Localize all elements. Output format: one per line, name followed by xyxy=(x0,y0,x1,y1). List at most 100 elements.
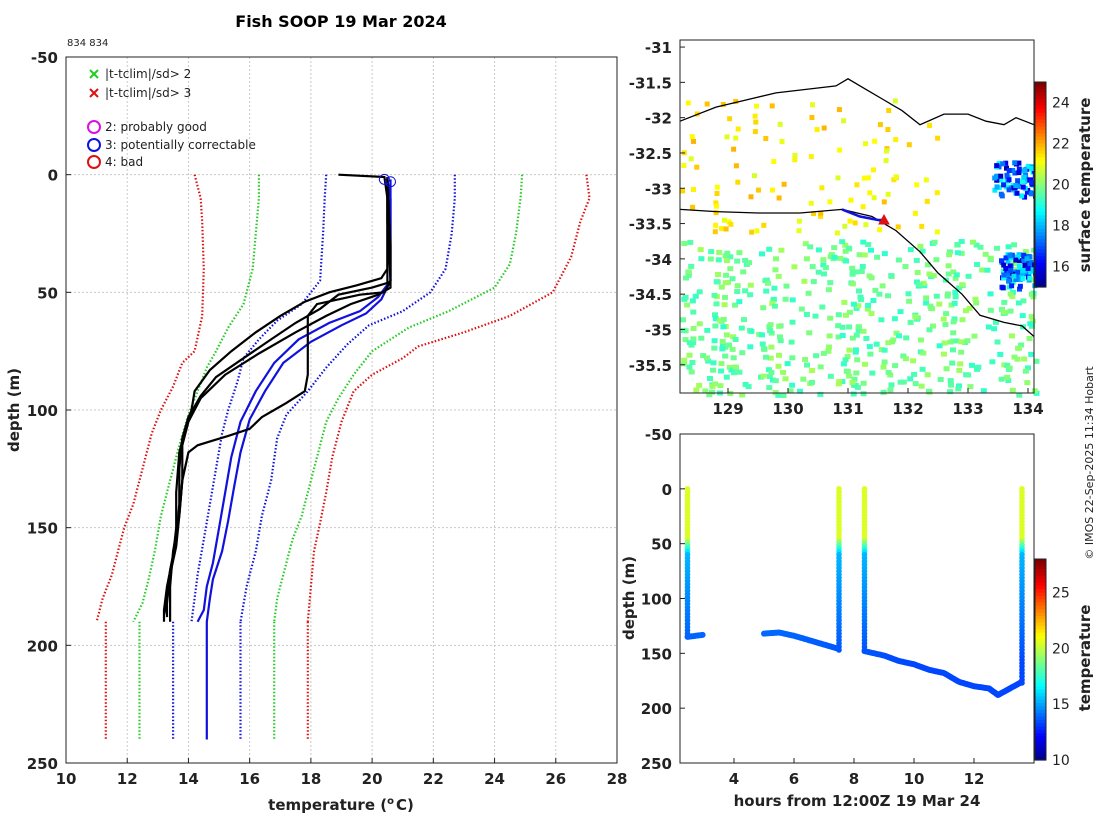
track-end-marker xyxy=(878,214,890,225)
sst-cell xyxy=(727,254,734,260)
x-tick-label: 129 xyxy=(712,400,743,418)
sst-cell xyxy=(752,173,757,179)
colorbar-segment xyxy=(1035,672,1046,677)
sst-cell xyxy=(733,163,739,169)
sst-cell xyxy=(1001,182,1007,188)
colorbar-segment xyxy=(1035,246,1046,250)
x-tick-label: 12 xyxy=(964,770,985,788)
sst-cell xyxy=(681,357,688,363)
sst-cell xyxy=(887,387,894,393)
sst-cell xyxy=(860,380,867,386)
sst-cell xyxy=(873,341,880,347)
section-point xyxy=(834,645,841,652)
sst-cell xyxy=(802,241,809,247)
sst-cell xyxy=(911,371,918,377)
sst-cell xyxy=(946,252,953,258)
colorbar-tick-label: 22 xyxy=(1052,137,1070,153)
sst-cell xyxy=(722,353,729,359)
sst-cell xyxy=(856,252,863,258)
sst-cell xyxy=(1009,283,1015,289)
sst-cell xyxy=(694,164,700,170)
sst-cell xyxy=(1007,253,1013,259)
sst-cell xyxy=(965,372,972,378)
sst-cell xyxy=(994,163,1000,169)
colorbar-segment xyxy=(1035,649,1046,654)
sst-cell xyxy=(722,217,727,223)
sst-cell xyxy=(855,303,862,309)
colorbar-segment xyxy=(1035,160,1046,165)
sst-cell xyxy=(704,101,710,107)
sst-cell xyxy=(765,280,771,286)
colorbar-segment xyxy=(1035,639,1046,644)
y-tick-label: -50 xyxy=(645,426,672,444)
map-colorbar-label: surface temperature xyxy=(1076,98,1094,273)
sst-cell xyxy=(844,368,851,374)
colorbar-segment xyxy=(1035,198,1046,203)
sst-cell xyxy=(860,239,867,245)
colorbar-segment xyxy=(1035,699,1046,704)
legend-circle-marker xyxy=(87,155,101,169)
profile-y-axis-label: depth (m) xyxy=(5,368,23,452)
sst-cell xyxy=(815,247,822,253)
sst-cell xyxy=(690,204,696,210)
sst-cell xyxy=(690,326,697,331)
colorbar-segment xyxy=(1035,266,1046,271)
sst-cell xyxy=(1015,345,1022,351)
sst-cell xyxy=(1021,174,1027,180)
series-line xyxy=(169,177,392,622)
sst-cell xyxy=(966,305,973,311)
legend-circle-marker xyxy=(87,138,101,152)
sst-cell xyxy=(760,373,767,379)
colorbar-segment xyxy=(1035,191,1046,196)
x-tick-label: 130 xyxy=(772,400,803,418)
colorbar-segment xyxy=(1035,626,1046,630)
colorbar-segment xyxy=(1035,119,1046,124)
sst-cell xyxy=(809,264,816,270)
colorbar-segment xyxy=(1035,652,1046,657)
sst-cell xyxy=(780,369,787,375)
sst-cell xyxy=(890,337,897,343)
y-tick-label: 250 xyxy=(27,755,58,773)
sst-cell xyxy=(881,199,887,205)
colorbar-segment xyxy=(1035,595,1046,600)
sst-cell xyxy=(690,340,697,346)
sst-cell xyxy=(1013,277,1019,282)
series-line xyxy=(95,174,205,623)
sst-cell xyxy=(1028,191,1034,197)
colorbar-tick-label: 16 xyxy=(1052,260,1070,276)
sst-cell xyxy=(945,271,952,277)
colorbar-segment xyxy=(1035,92,1046,97)
sst-cell xyxy=(947,389,954,395)
colorbar-segment xyxy=(1035,733,1046,738)
sst-cell xyxy=(935,135,941,141)
colorbar-segment xyxy=(1035,215,1046,220)
sst-cell xyxy=(947,339,954,345)
coastline xyxy=(679,78,1035,126)
x-tick-label: 22 xyxy=(423,770,444,788)
sst-cell xyxy=(1033,358,1040,364)
sst-cell xyxy=(707,256,714,262)
colorbar-segment xyxy=(1035,656,1046,661)
sst-cell xyxy=(835,323,842,329)
series-line xyxy=(306,174,591,622)
flag-circle xyxy=(384,176,396,188)
sst-cell xyxy=(948,382,954,388)
sst-cell xyxy=(950,330,957,336)
sst-cell xyxy=(874,254,881,260)
sst-cell xyxy=(706,392,713,398)
sst-cell xyxy=(685,273,692,279)
sst-cell xyxy=(936,343,943,349)
sst-cell xyxy=(787,388,794,394)
colorbar-segment xyxy=(1035,252,1046,257)
sst-cell xyxy=(891,316,898,322)
sst-cell xyxy=(997,351,1004,357)
y-tick-label: 200 xyxy=(27,637,58,655)
sst-cell xyxy=(896,333,902,339)
sst-cell xyxy=(912,314,919,320)
y-tick-label: -33 xyxy=(645,180,672,198)
colorbar-segment xyxy=(1035,662,1046,667)
sst-cell xyxy=(946,249,953,255)
sst-cell xyxy=(854,182,860,188)
sst-cell xyxy=(688,156,694,162)
map-colorbar: 16 18 20 22 24 xyxy=(1034,81,1070,288)
